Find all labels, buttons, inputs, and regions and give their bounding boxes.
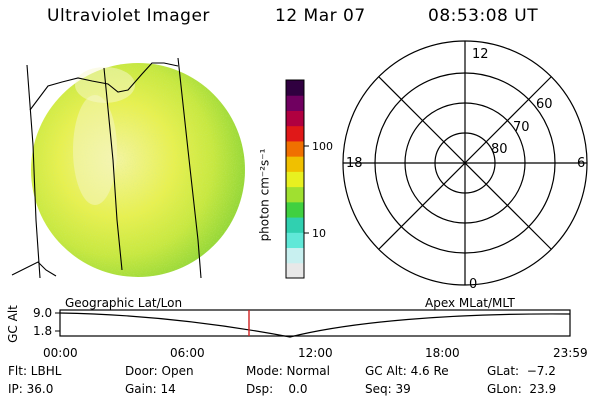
colorbar-segment [286, 217, 304, 233]
mlt-label-noon: 12 [472, 47, 489, 62]
colorbar-unit-label: photon cm⁻²s⁻¹ [257, 148, 272, 242]
filter-readout: Flt: LBHL [8, 364, 62, 378]
orbit-x-tick: 06:00 [170, 346, 205, 360]
colorbar-tick-10: 10 [312, 227, 326, 240]
polar-plot [342, 40, 588, 286]
orbit-y-tick-min: 1.8 [33, 324, 53, 338]
colorbar-segment [286, 125, 304, 142]
orbit-plot [55, 309, 571, 338]
gc-alt-readout: GC Alt: 4.6 Re [365, 364, 449, 378]
time-display: 08:53:08 UT [428, 6, 539, 26]
colorbar [285, 79, 305, 279]
glon-readout: GLon: 23.9 [487, 382, 557, 396]
imager-title: Ultraviolet Imager [47, 6, 210, 26]
ip-readout: IP: 36.0 [8, 382, 54, 396]
mlat-label-80: 80 [491, 142, 508, 157]
gain-readout: Gain: 14 [125, 382, 176, 396]
colorbar-segment [286, 186, 304, 203]
altitude-trace [59, 312, 571, 338]
orbit-x-tick: 00:00 [43, 346, 78, 360]
mlat-label-70: 70 [513, 120, 530, 135]
colorbar-segment [286, 140, 304, 157]
orbit-x-tick: 12:00 [298, 346, 333, 360]
orbit-y-axis-label: GC Alt [5, 305, 20, 343]
orbit-right-title: Apex MLat/MLT [425, 296, 515, 310]
colorbar-segment [286, 232, 304, 249]
colorbar-segment [286, 247, 304, 264]
seq-readout: Seq: 39 [365, 382, 411, 396]
colorbar-segment [286, 262, 304, 279]
mlt-label-midnight: 0 [469, 277, 478, 292]
colorbar-tick-100: 100 [312, 140, 333, 153]
orbit-x-tick: 23:59 [553, 346, 588, 360]
colorbar-segment [286, 156, 304, 172]
orbit-y-tick-max: 9.0 [33, 306, 53, 320]
colorbar-ticks [304, 145, 309, 234]
colorbar-frame [285, 79, 305, 279]
geographic-grid [11, 57, 202, 279]
mlt-label-dusk: 18 [346, 156, 363, 171]
mlat-label-60: 60 [536, 97, 553, 112]
colorbar-segment [286, 201, 304, 218]
colorbar-segment [286, 80, 304, 96]
colorbar-segment [286, 95, 304, 111]
colorbar-segment [286, 171, 304, 188]
orbit-left-title: Geographic Lat/Lon [65, 296, 183, 310]
dsp-readout: Dsp: 0.0 [246, 382, 308, 396]
glat-readout: GLat: −7.2 [487, 364, 556, 378]
mlt-label-dawn: 6 [577, 156, 586, 171]
door-readout: Door: Open [125, 364, 194, 378]
date-display: 12 Mar 07 [275, 6, 366, 26]
orbit-x-tick: 18:00 [425, 346, 460, 360]
uv-image [11, 57, 245, 279]
colorbar-segment [286, 110, 304, 127]
mode-readout: Mode: Normal [246, 364, 330, 378]
